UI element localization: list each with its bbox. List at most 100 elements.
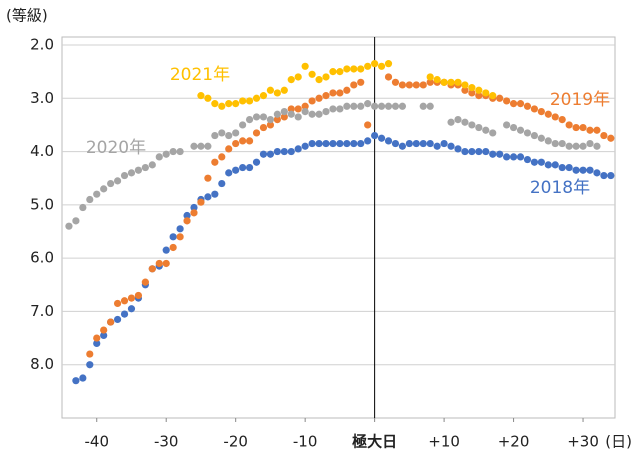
data-point — [308, 139, 316, 148]
data-point — [315, 76, 323, 84]
data-point — [113, 315, 122, 324]
data-point — [405, 139, 413, 148]
data-point — [93, 190, 101, 198]
data-point — [537, 134, 545, 142]
data-point — [218, 129, 226, 137]
data-point — [579, 123, 587, 132]
data-point — [565, 163, 573, 172]
data-point — [371, 131, 379, 140]
data-point — [294, 105, 302, 113]
data-point — [489, 92, 497, 100]
data-point — [301, 142, 309, 150]
data-point — [93, 334, 101, 342]
data-point — [364, 62, 372, 70]
data-point — [79, 203, 87, 212]
data-point — [204, 193, 212, 201]
data-point — [586, 139, 594, 148]
data-point — [120, 297, 129, 305]
data-point — [280, 113, 288, 121]
data-point — [503, 121, 511, 129]
legend-entry: 2021年 — [170, 65, 230, 85]
data-point — [266, 86, 275, 94]
x-axis-label: (日) — [605, 433, 632, 451]
data-point — [593, 169, 601, 177]
y-tick-label: 8.0 — [30, 355, 54, 373]
data-point — [239, 137, 247, 145]
data-point — [336, 105, 344, 113]
data-point — [113, 299, 122, 308]
data-point — [107, 318, 115, 326]
data-point — [454, 115, 462, 124]
data-point — [503, 153, 511, 161]
data-point — [384, 102, 393, 110]
data-point — [551, 161, 559, 169]
data-point — [273, 115, 281, 124]
data-point — [127, 294, 136, 302]
data-point — [377, 102, 386, 110]
data-point — [266, 115, 275, 124]
data-point — [509, 123, 518, 132]
data-point — [565, 142, 573, 150]
data-point — [468, 89, 476, 97]
data-point — [607, 134, 615, 142]
data-point — [468, 84, 476, 92]
legend-entry: 2019年 — [550, 90, 610, 110]
data-point — [558, 139, 566, 148]
plot-frame — [61, 36, 616, 419]
data-point — [516, 126, 525, 134]
data-point — [72, 217, 80, 225]
data-point — [218, 153, 226, 161]
data-point — [475, 123, 483, 132]
data-point — [343, 86, 351, 94]
data-point — [239, 163, 247, 172]
data-point — [294, 113, 302, 121]
data-point — [329, 105, 337, 113]
data-point — [176, 147, 184, 156]
data-point — [232, 100, 240, 108]
data-point — [65, 222, 73, 230]
data-point — [176, 225, 184, 233]
data-point — [516, 100, 525, 108]
data-point — [259, 92, 268, 100]
data-point — [364, 121, 372, 129]
data-point — [405, 81, 413, 89]
data-point — [141, 278, 149, 286]
data-point — [176, 233, 184, 241]
data-point — [273, 147, 281, 156]
data-point — [190, 209, 198, 217]
data-point — [572, 123, 580, 132]
data-point — [155, 153, 163, 161]
data-point — [565, 121, 573, 129]
data-point — [252, 113, 261, 121]
data-point — [134, 166, 143, 174]
data-point — [433, 142, 441, 150]
data-point — [218, 102, 226, 110]
data-point — [433, 76, 441, 84]
data-point — [127, 169, 136, 177]
data-point — [225, 131, 233, 140]
data-point — [259, 150, 268, 158]
data-point — [127, 305, 136, 313]
x-tick-label: +30 — [567, 433, 599, 451]
data-point — [398, 102, 407, 110]
data-point — [558, 163, 566, 172]
data-point — [357, 139, 365, 148]
data-point — [169, 147, 177, 156]
data-point — [579, 166, 587, 174]
legend-entry: 2020年 — [86, 138, 146, 158]
data-point — [419, 81, 427, 89]
data-point — [475, 86, 483, 94]
data-point — [141, 163, 149, 172]
data-point — [190, 142, 198, 150]
data-point — [343, 139, 351, 148]
data-point — [551, 139, 559, 148]
data-point — [384, 137, 393, 145]
data-point — [280, 108, 288, 116]
x-tick-label: -30 — [154, 433, 179, 451]
data-point — [245, 97, 254, 105]
data-point — [579, 142, 587, 150]
data-point — [482, 126, 490, 134]
data-point — [162, 246, 170, 254]
